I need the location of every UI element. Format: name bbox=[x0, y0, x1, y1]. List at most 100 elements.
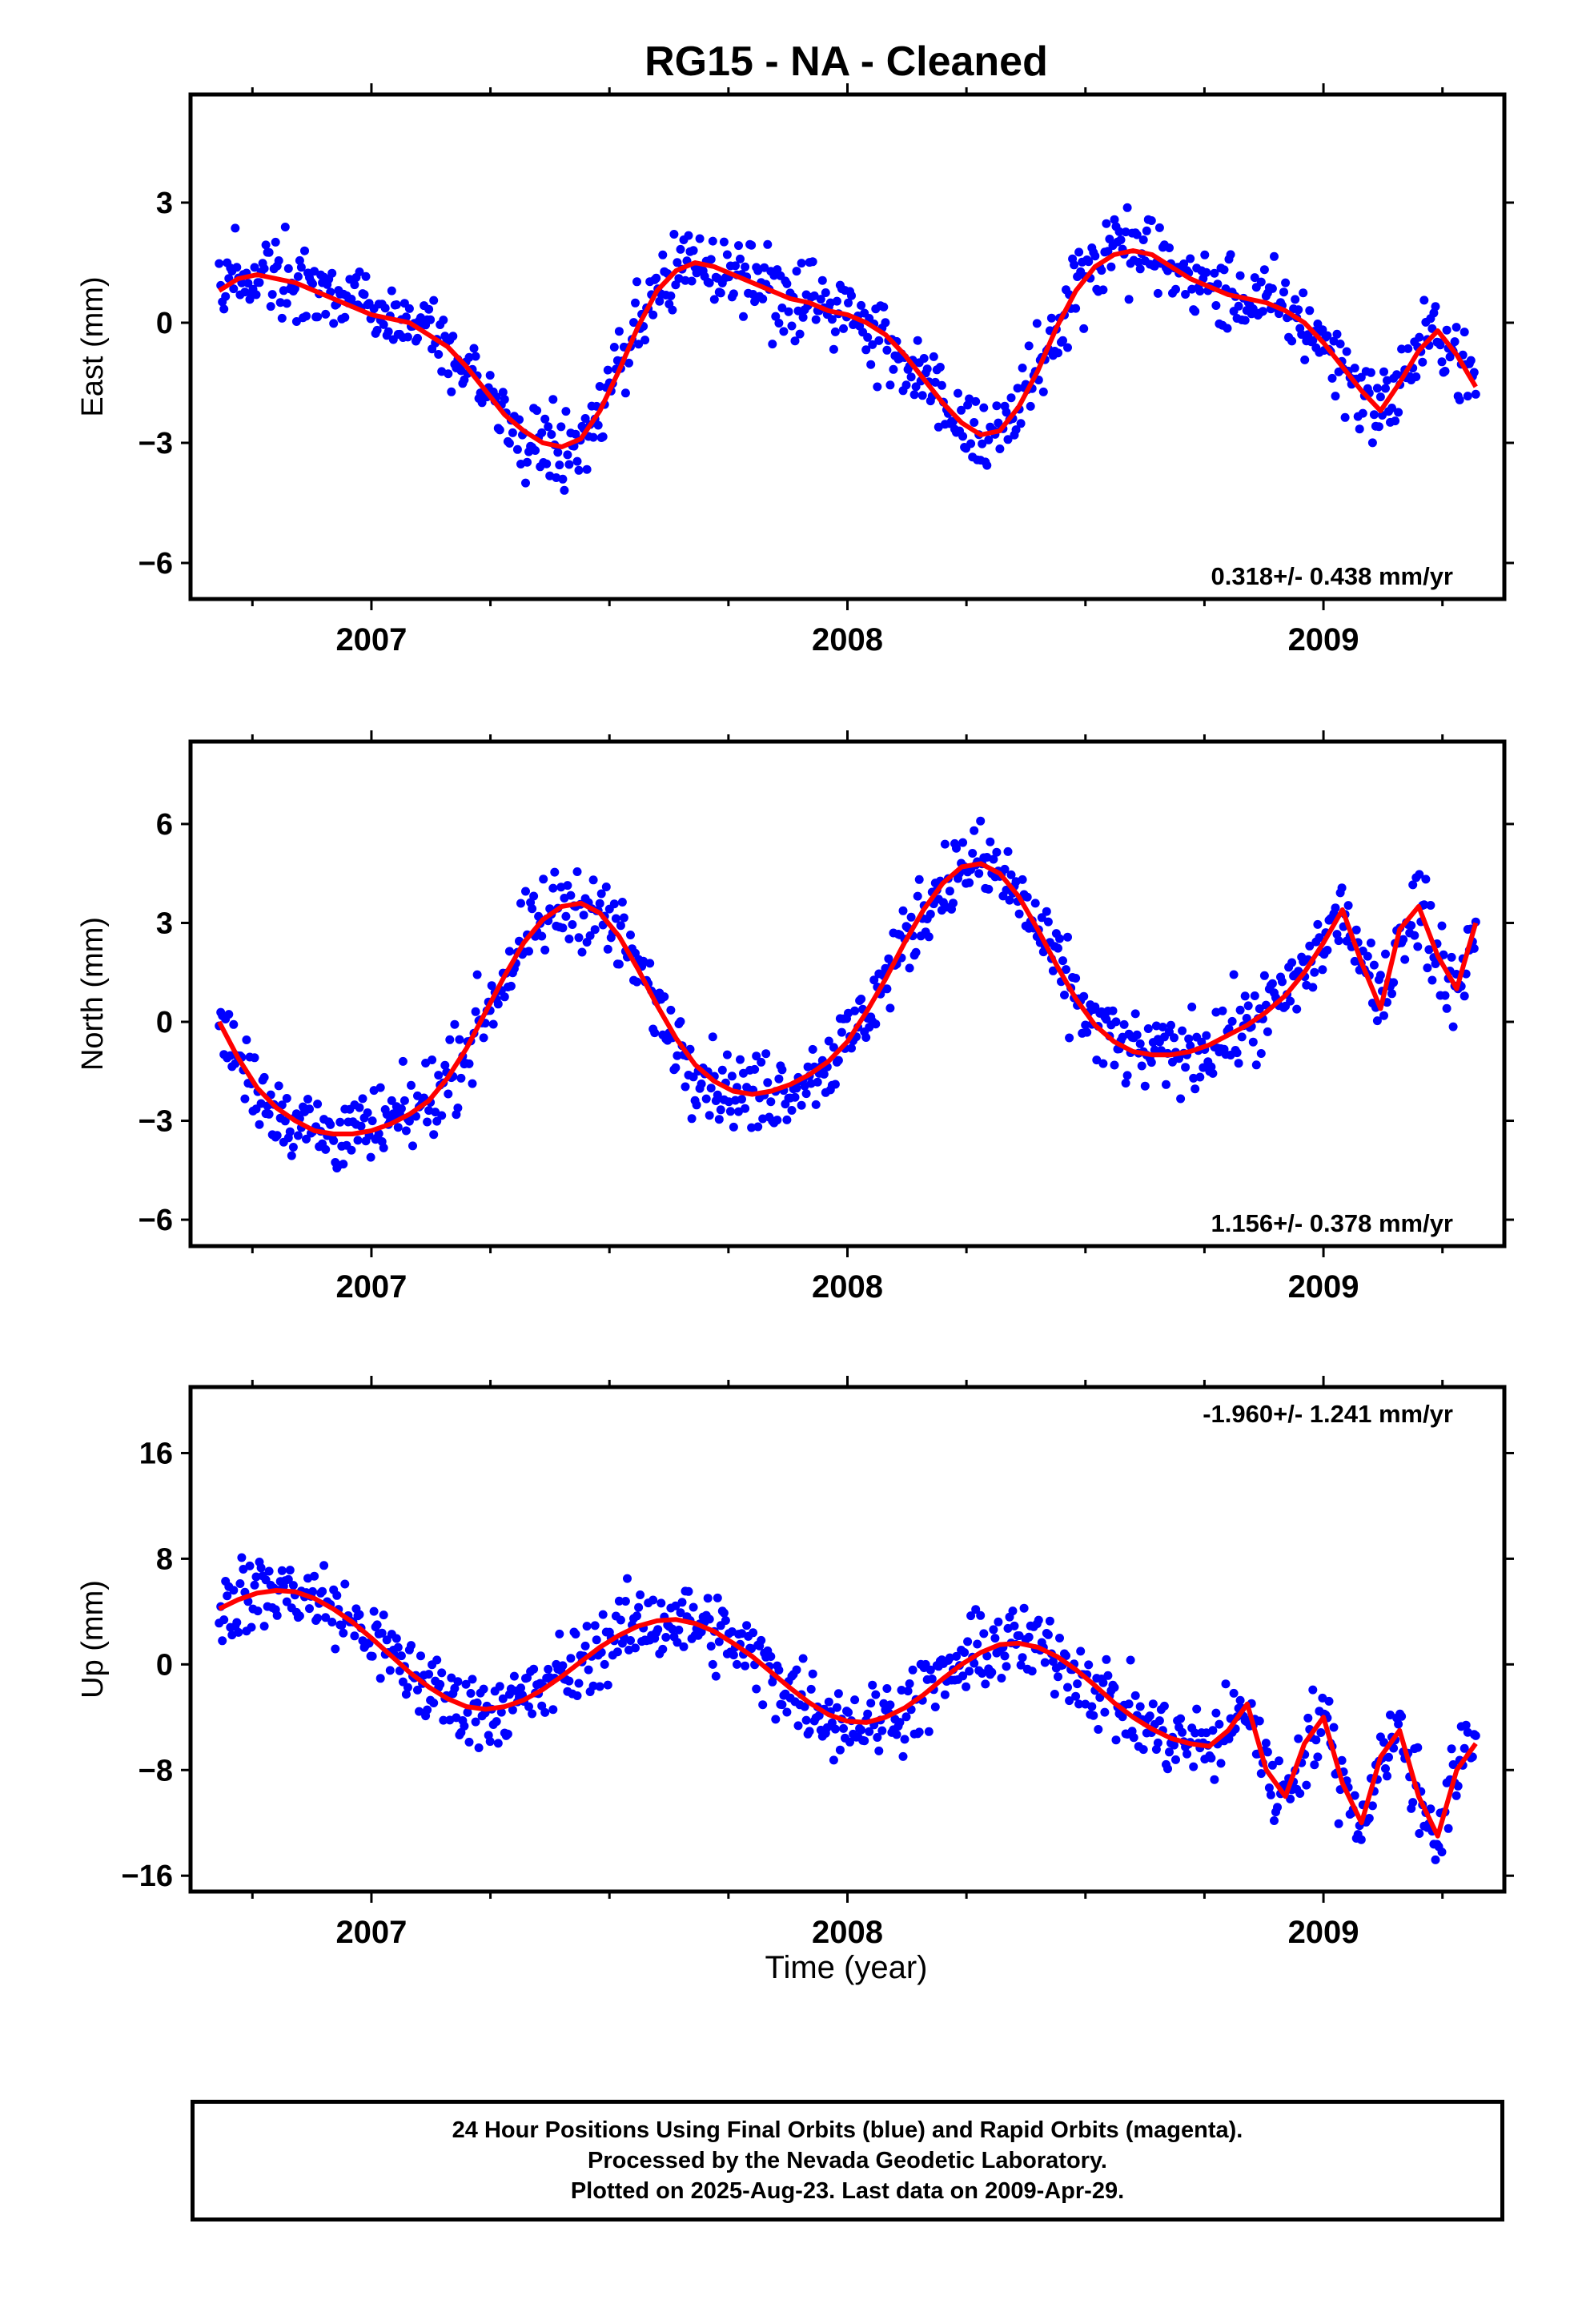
data-point bbox=[280, 223, 290, 231]
data-point bbox=[437, 1111, 447, 1120]
data-point bbox=[958, 1671, 968, 1681]
data-point bbox=[1170, 1740, 1178, 1750]
data-point bbox=[954, 388, 962, 398]
data-point bbox=[992, 401, 1002, 411]
data-point bbox=[1291, 295, 1300, 304]
data-point bbox=[1118, 1712, 1127, 1722]
model-fit-line bbox=[218, 1588, 1478, 1839]
data-point bbox=[1140, 1081, 1150, 1091]
data-point bbox=[750, 1064, 760, 1074]
data-point bbox=[1150, 1045, 1159, 1055]
data-point bbox=[566, 1654, 576, 1663]
data-point bbox=[300, 246, 309, 255]
data-point bbox=[612, 1647, 622, 1657]
data-point bbox=[603, 944, 612, 954]
data-point bbox=[1179, 259, 1189, 268]
data-point bbox=[1372, 1016, 1382, 1026]
data-point bbox=[777, 1700, 787, 1710]
data-point bbox=[564, 1676, 574, 1686]
data-point bbox=[1103, 247, 1113, 256]
data-point bbox=[555, 1629, 564, 1638]
data-point bbox=[714, 1637, 724, 1647]
data-point bbox=[1318, 965, 1327, 975]
data-point bbox=[881, 318, 890, 328]
data-point bbox=[429, 1699, 439, 1707]
data-point bbox=[962, 1682, 971, 1691]
data-point bbox=[1006, 870, 1016, 879]
data-point bbox=[729, 1651, 738, 1660]
data-point bbox=[1084, 257, 1094, 267]
data-point bbox=[763, 1078, 773, 1088]
data-point bbox=[981, 1679, 990, 1689]
data-point bbox=[574, 933, 584, 943]
data-point bbox=[1227, 1016, 1237, 1026]
data-point bbox=[1135, 264, 1145, 274]
data-point bbox=[692, 1100, 701, 1110]
data-point bbox=[1437, 921, 1447, 931]
data-point bbox=[1418, 357, 1427, 367]
data-point bbox=[711, 1671, 721, 1681]
data-point bbox=[493, 999, 503, 1009]
data-point bbox=[614, 959, 624, 969]
data-point bbox=[379, 1610, 388, 1620]
data-point bbox=[358, 1094, 367, 1104]
data-point bbox=[811, 315, 821, 324]
data-point bbox=[1210, 1775, 1219, 1784]
data-point bbox=[713, 1593, 722, 1602]
data-point bbox=[295, 255, 304, 265]
data-point bbox=[736, 1055, 745, 1064]
data-point bbox=[768, 340, 777, 349]
data-point bbox=[1324, 1696, 1334, 1706]
data-point bbox=[1250, 273, 1259, 283]
data-point bbox=[632, 1611, 641, 1621]
data-point bbox=[553, 448, 563, 457]
data-point bbox=[760, 263, 769, 272]
data-point bbox=[1255, 1716, 1264, 1726]
data-point bbox=[741, 1661, 750, 1671]
data-point bbox=[714, 1115, 724, 1124]
data-point bbox=[1146, 1058, 1156, 1068]
data-point bbox=[1108, 1006, 1118, 1015]
data-point bbox=[250, 1053, 259, 1063]
data-point bbox=[561, 407, 571, 416]
data-point bbox=[308, 1586, 317, 1596]
data-point bbox=[590, 1621, 600, 1630]
data-point bbox=[1211, 301, 1221, 310]
data-point bbox=[561, 911, 571, 921]
data-point bbox=[701, 1094, 711, 1104]
data-point bbox=[865, 1727, 874, 1736]
data-point bbox=[940, 839, 950, 849]
data-point bbox=[1391, 416, 1400, 426]
data-point bbox=[603, 1680, 612, 1690]
data-point bbox=[593, 420, 603, 430]
data-point bbox=[1440, 367, 1450, 376]
data-point bbox=[905, 963, 914, 973]
data-point bbox=[453, 1104, 463, 1112]
data-point bbox=[455, 1035, 464, 1044]
data-point bbox=[940, 1690, 950, 1699]
data-point bbox=[232, 263, 242, 272]
data-point bbox=[318, 1586, 327, 1596]
data-point bbox=[909, 390, 919, 400]
data-point bbox=[1369, 960, 1379, 970]
data-point bbox=[221, 292, 231, 301]
data-point bbox=[1000, 864, 1010, 874]
data-point bbox=[492, 1717, 501, 1727]
data-point bbox=[1460, 1743, 1469, 1753]
data-point bbox=[1295, 1789, 1305, 1798]
data-point bbox=[266, 302, 275, 312]
data-point bbox=[753, 1122, 763, 1132]
data-point bbox=[1323, 946, 1332, 955]
data-point bbox=[616, 1615, 625, 1625]
data-point bbox=[1294, 1734, 1303, 1743]
data-point bbox=[1366, 939, 1375, 947]
data-point bbox=[1189, 1073, 1199, 1083]
data-point bbox=[1070, 260, 1079, 270]
data-point bbox=[889, 364, 898, 374]
data-point bbox=[219, 304, 229, 314]
data-point bbox=[601, 883, 611, 891]
data-point bbox=[464, 1737, 474, 1747]
data-point bbox=[1426, 1804, 1435, 1814]
data-point bbox=[827, 315, 837, 324]
data-point bbox=[1426, 901, 1435, 910]
